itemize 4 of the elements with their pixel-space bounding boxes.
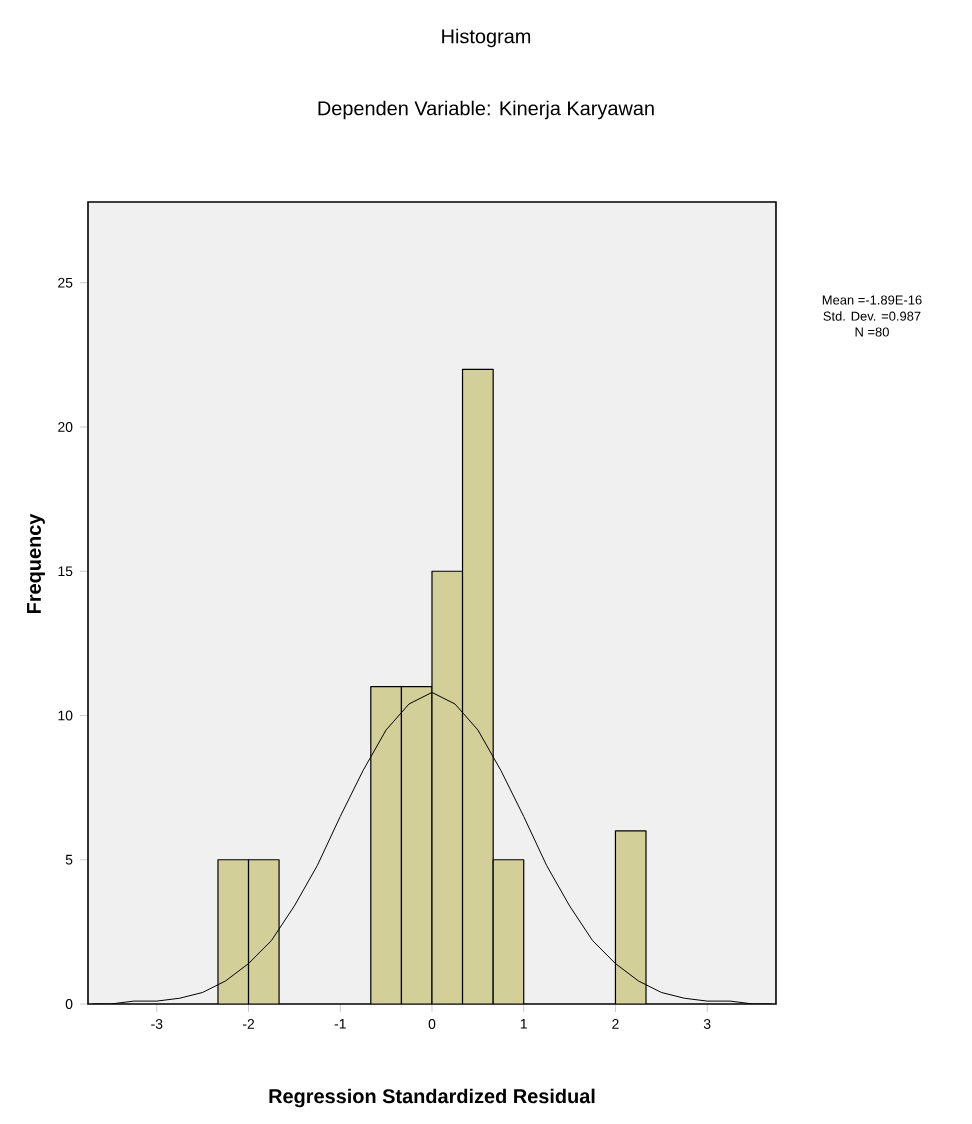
x-axis-title: Regression Standardized Residual bbox=[269, 1088, 595, 1108]
y-axis-title: Frequency bbox=[27, 513, 45, 614]
chart-subtitle: Dependen Variable: Kinerja Karyawan bbox=[318, 100, 654, 120]
chart-title: Histogram bbox=[442, 28, 531, 48]
